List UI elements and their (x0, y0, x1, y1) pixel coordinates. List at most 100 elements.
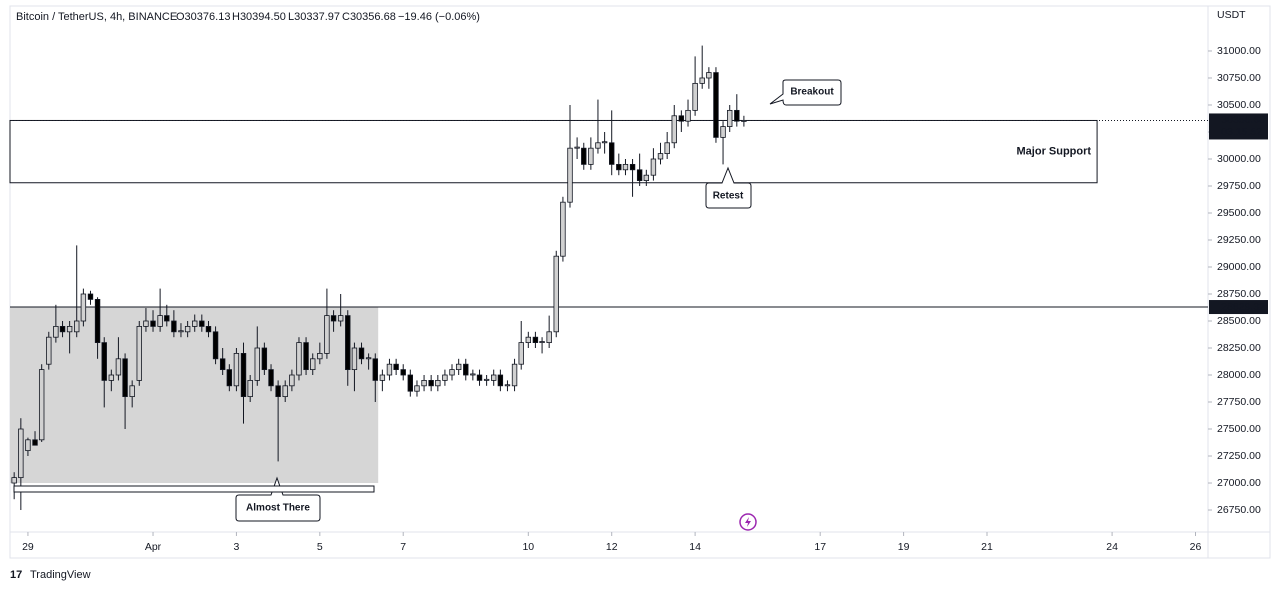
candle-body (32, 439, 38, 446)
callout-box (235, 476, 321, 522)
candle-body (38, 369, 45, 441)
candle-body (442, 374, 448, 381)
logo-mark: 17 (10, 569, 22, 581)
candle-body (428, 380, 434, 387)
candle-body (219, 358, 226, 371)
candle-body (650, 158, 657, 176)
y-tick-label: 26750.00 (1217, 504, 1261, 516)
zone (9, 119, 1098, 184)
logo-text: TradingView (30, 569, 91, 581)
candle-body (601, 141, 608, 144)
callout-text: Almost There (246, 503, 310, 514)
candle-body (414, 385, 420, 392)
readout-open: O30376.13 (176, 11, 230, 23)
readout-change: −19.46 (−0.06%) (398, 11, 480, 23)
y-tick-label: 30000.00 (1217, 153, 1261, 165)
x-tick-label: 10 (522, 541, 534, 553)
y-tick-label: 28500.00 (1217, 315, 1261, 327)
candle-body (539, 341, 545, 344)
readout-close: C30356.68 (342, 11, 396, 23)
x-tick-label: 26 (1190, 541, 1202, 553)
candle-body (115, 358, 122, 376)
candle-body (345, 315, 351, 371)
candle-body (497, 374, 504, 387)
candle-body (581, 147, 587, 165)
candle-body (463, 363, 469, 376)
candle-body (11, 477, 17, 484)
y-tick-label: 30750.00 (1217, 72, 1261, 84)
candle-body (108, 374, 115, 381)
marker-box (13, 485, 375, 493)
candle-body (386, 363, 393, 376)
event-icon-bolt (745, 517, 751, 527)
candle-body (275, 385, 281, 398)
candle-body (407, 374, 414, 392)
candle-body (358, 347, 365, 360)
x-tick-label: 21 (981, 541, 993, 553)
price-label-box (1209, 300, 1268, 315)
candle-body (240, 353, 247, 398)
candle-body (192, 320, 198, 327)
candle-body (74, 320, 80, 333)
candle-body (518, 342, 524, 365)
candle-body (303, 342, 309, 371)
candle-body (184, 326, 191, 333)
candle-body (18, 428, 24, 479)
candle-body (400, 369, 406, 376)
candle-body (699, 77, 705, 84)
x-tick-label: 3 (234, 541, 240, 553)
candle-body (122, 358, 128, 398)
candle-body (553, 255, 559, 333)
candle-body (365, 357, 372, 360)
price-label-box (1209, 113, 1268, 140)
zone (10, 307, 379, 484)
candle-body (504, 384, 511, 387)
y-tick-label: 27000.00 (1217, 477, 1261, 489)
candle-body (101, 342, 107, 381)
candle-body (574, 146, 580, 149)
y-tick-label: 29250.00 (1217, 234, 1261, 246)
candle-body (546, 331, 552, 344)
candle-body (226, 369, 233, 387)
y-tick-label: 28000.00 (1217, 369, 1261, 381)
y-tick-label: 27500.00 (1217, 423, 1261, 435)
candle-body (588, 147, 594, 165)
callout-text: Retest (713, 191, 744, 202)
y-tick-label: 29500.00 (1217, 207, 1261, 219)
x-tick-label: 7 (400, 541, 406, 553)
currency: USDT (1217, 9, 1246, 21)
zone-label: Major Support (1017, 146, 1092, 158)
candle-body (734, 109, 740, 122)
x-tick-label: 5 (317, 541, 323, 553)
candle-body (317, 353, 323, 360)
candle-body (713, 72, 719, 138)
y-tick-label: 29000.00 (1217, 261, 1261, 273)
candle-body (678, 115, 685, 122)
candle-body (455, 363, 462, 371)
candle-body (136, 326, 142, 381)
candle-body (629, 163, 636, 171)
candle-body (66, 326, 73, 333)
candle-body (664, 142, 670, 154)
x-tick-label: 19 (898, 541, 910, 553)
candle-body (435, 380, 441, 387)
candle-body (567, 147, 573, 203)
candle-body (351, 347, 358, 371)
candle-body (80, 293, 87, 322)
zones: Major Support (9, 119, 1208, 484)
x-tick-label: 14 (689, 541, 701, 553)
candle-body (233, 353, 240, 387)
candle-body (282, 385, 288, 398)
candle-body (476, 374, 483, 381)
candle-body (129, 385, 135, 398)
candle-body (379, 374, 386, 381)
candle-body (59, 326, 66, 333)
readout-high: H30394.50 (232, 11, 286, 23)
callout-box (769, 79, 842, 106)
candle-body (254, 347, 260, 381)
candle-body (622, 163, 629, 171)
candle-body (337, 315, 344, 322)
candle-body (157, 315, 163, 327)
candle-body (25, 439, 31, 452)
countdown: 03:15:52 (1221, 126, 1262, 138)
